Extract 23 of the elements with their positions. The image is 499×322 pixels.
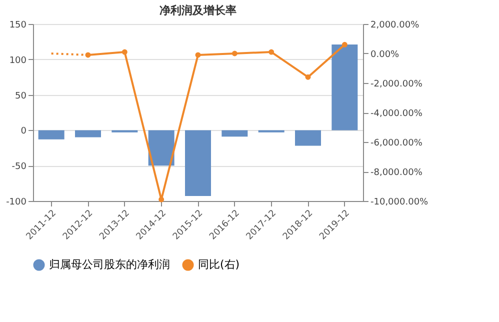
point xyxy=(195,52,201,58)
y2-tick-label: -10,000.00% xyxy=(370,198,429,208)
point xyxy=(158,196,164,202)
y2-tick-label: -8,000.00% xyxy=(370,168,423,178)
point xyxy=(232,50,238,56)
y-tick-label: 0 xyxy=(20,126,27,137)
y-tick-label: 150 xyxy=(9,20,27,30)
y2-tick-label: -2,000.00% xyxy=(370,80,423,90)
y-tick-label: 100 xyxy=(9,56,27,66)
point xyxy=(122,49,128,55)
point xyxy=(342,42,348,48)
y2-tick-label: -4,000.00% xyxy=(370,109,423,119)
legend-label: 归属母公司股东的净利润 xyxy=(49,258,170,271)
y-tick-label: 50 xyxy=(15,91,27,102)
point xyxy=(268,49,274,55)
y2-tick-label: -6,000.00% xyxy=(370,138,423,148)
y-tick-label: -100 xyxy=(6,198,27,208)
chart-title: 净利润及增长率 xyxy=(160,4,236,17)
point xyxy=(305,74,311,80)
y2-tick-label: 0.00% xyxy=(370,50,400,60)
legend-label: 同比(右) xyxy=(198,258,240,271)
y2-tick-label: 2,000.00% xyxy=(370,20,420,30)
y-tick-label: -50 xyxy=(12,162,27,172)
